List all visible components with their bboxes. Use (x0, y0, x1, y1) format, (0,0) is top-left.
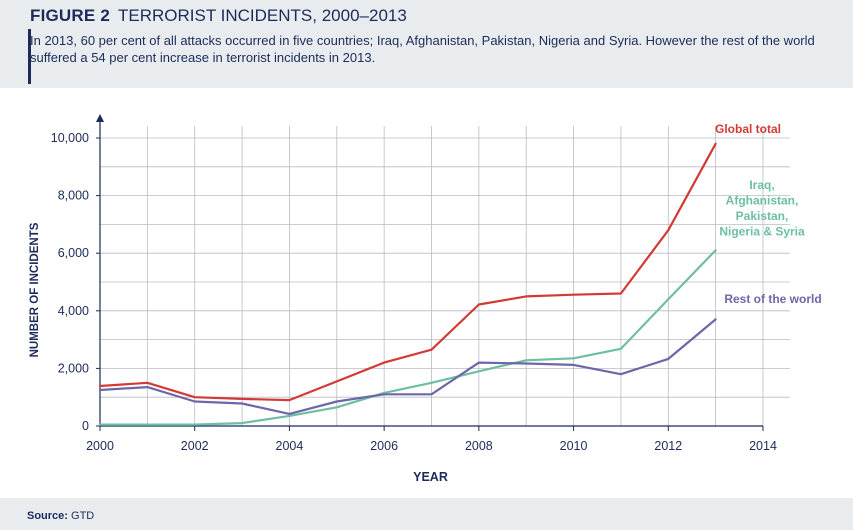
x-tick-label: 2010 (560, 439, 588, 453)
figure-title-row: FIGURE 2 TERRORIST INCIDENTS, 2000–2013 (30, 6, 407, 26)
x-tick-label: 2000 (86, 439, 114, 453)
subtitle-accent-bar (28, 29, 31, 84)
axis-layer: 0 2,000 4,000 6,000 8,000 10,000 2000 2002 2004 2… (51, 114, 777, 453)
series-label-1: Afghanistan, (726, 194, 799, 208)
figure-number: FIGURE 2 (30, 6, 111, 25)
x-tick-label: 2004 (276, 439, 304, 453)
x-tick-label: 2012 (654, 439, 682, 453)
series-label-1: Nigeria & Syria (719, 225, 805, 239)
figure-title: TERRORIST INCIDENTS, 2000–2013 (118, 6, 407, 25)
y-axis-arrow (96, 114, 104, 122)
x-tick-label: 2014 (749, 439, 777, 453)
x-tick-label: 2008 (465, 439, 493, 453)
series-line-0 (98, 142, 717, 402)
series-line-1 (98, 249, 717, 426)
figure-header: FIGURE 2 TERRORIST INCIDENTS, 2000–2013 I… (0, 0, 853, 88)
source-label: Source: (27, 510, 68, 522)
y-tick-label: 4,000 (58, 304, 89, 318)
source-note: Source: GTD (27, 510, 94, 522)
x-tick-label: 2006 (370, 439, 398, 453)
series-label-1: Iraq, (749, 178, 774, 192)
y-tick-label: 2,000 (58, 361, 89, 375)
figure-subtitle: In 2013, 60 per cent of all attacks occu… (30, 33, 815, 65)
line-chart: 0 2,000 4,000 6,000 8,000 10,000 2000 2002 2004 2… (29, 114, 822, 484)
y-tick-label: 6,000 (58, 246, 89, 260)
source-text: GTD (71, 510, 95, 522)
y-axis-label: NUMBER OF INCIDENTS (29, 222, 41, 357)
series-line-2 (98, 318, 717, 415)
series-label-layer: Global total Iraq, Afghanistan,Pakistan, Ni… (715, 122, 822, 306)
y-tick-label: 10,000 (51, 131, 89, 145)
plot-panel: 0 2,000 4,000 6,000 8,000 10,000 2000 2002 2004 2… (0, 88, 853, 498)
grid-layer (100, 126, 790, 426)
x-axis-label: YEAR (413, 470, 448, 484)
series-label-1: Pakistan, (736, 209, 789, 223)
series-label-0: Global total (715, 122, 781, 136)
series-label-2: Rest of the world (724, 292, 821, 306)
y-tick-label: 0 (82, 419, 89, 433)
series-layer (98, 142, 717, 426)
y-tick-label: 8,000 (58, 189, 89, 203)
x-tick-label: 2002 (181, 439, 209, 453)
